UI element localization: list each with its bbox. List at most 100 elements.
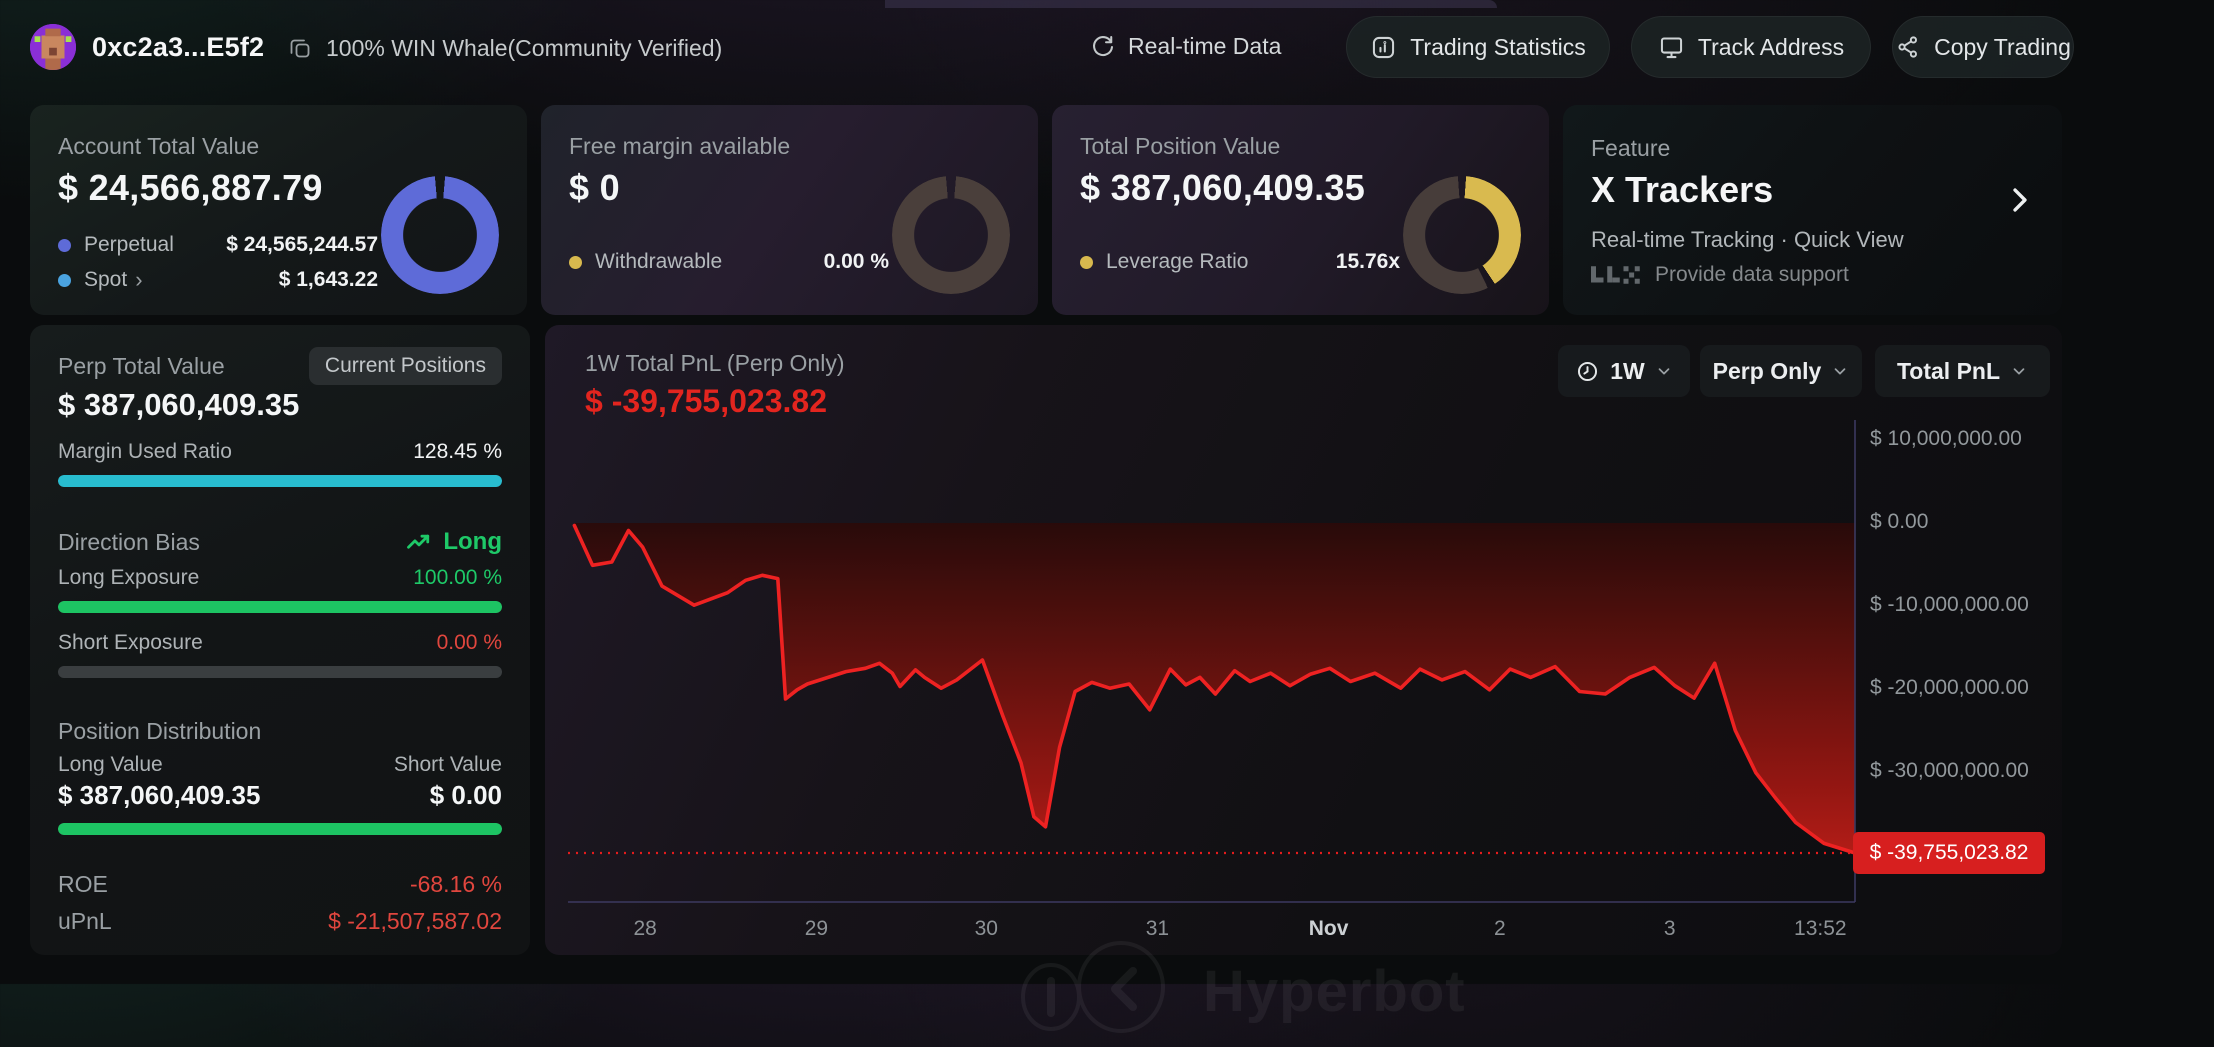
long-value: $ 387,060,409.35 (58, 780, 261, 810)
feature-title: X Trackers (1591, 169, 1774, 210)
avatar-pixel-art (30, 24, 76, 70)
trading-statistics-label: Trading Statistics (1410, 33, 1586, 60)
long-exposure-value: 100.00 % (413, 566, 502, 589)
clock-icon (1578, 361, 1598, 381)
margin-used-bar (58, 475, 502, 487)
short-exposure-label: Short Exposure (58, 631, 203, 654)
long-exposure-bar-fill (58, 601, 502, 613)
track-address-button[interactable]: Track Address (1631, 16, 1871, 78)
metric-label: Total PnL (1896, 357, 2001, 384)
refresh-icon[interactable] (1090, 34, 1116, 60)
y-axis-label: $ 10,000,000.00 (1870, 427, 2022, 450)
card-title: Free margin available (569, 133, 791, 159)
roe-label: ROE (58, 871, 108, 897)
feature-support-label: Provide data support (1655, 263, 1849, 286)
pnl-chart-card: 1W Total PnL (Perp Only) $ -39,755,023.8… (545, 325, 2062, 1033)
perp-total-value: $ 387,060,409.35 (58, 387, 300, 422)
account-total-value-card: Account Total Value $ 24,566,887.79 Perp… (30, 105, 527, 315)
long-exposure-bar (58, 601, 502, 613)
metric-dropdown[interactable]: Total PnL (1875, 345, 2050, 397)
withdrawable-label: Withdrawable (595, 250, 723, 273)
free-margin-value: $ 0 (569, 167, 620, 208)
share-icon (1898, 36, 1918, 58)
margin-used-bar-fill (58, 475, 502, 487)
account-donut-chart (381, 176, 499, 294)
chevron-down-icon (1658, 368, 1670, 375)
current-pnl-badge: $ -39,755,023.82 (1853, 832, 2045, 874)
feature-subtitle: Real-time Tracking · Quick View (1591, 227, 1904, 252)
account-total-value: $ 24,566,887.79 (58, 167, 323, 208)
chevron-right-icon[interactable] (2003, 183, 2037, 217)
x-axis-label: 28 (633, 917, 657, 940)
timeframe-label: 1W (1610, 357, 1645, 384)
card-title: Account Total Value (58, 133, 260, 159)
current-positions-badge[interactable]: Current Positions (308, 347, 502, 385)
trend-up-icon (407, 534, 430, 549)
leverage-value: 15.76x (1335, 250, 1400, 273)
pnl-area-chart[interactable] (545, 325, 2062, 955)
free-margin-card: Free margin available $ 0 Withdrawable 0… (541, 105, 1038, 315)
watermark-text: Hyperbot (1203, 958, 1466, 1024)
pnl-line (572, 523, 1857, 855)
copy-address-icon[interactable] (288, 36, 312, 60)
leverage-label: Leverage Ratio (1106, 250, 1249, 273)
perp-title: Perp Total Value (58, 352, 225, 379)
withdrawable-dot (569, 255, 582, 269)
x-axis-label: 2 (1493, 917, 1506, 940)
x-axis-label: 30 (974, 917, 998, 940)
spot-chevron-right-icon[interactable]: › (135, 267, 143, 292)
withdrawable-value: 0.00 % (823, 250, 889, 273)
total-position-value-card: Total Position Value $ 387,060,409.35 Le… (1052, 105, 1549, 315)
free-margin-donut-chart (892, 176, 1010, 294)
chevron-down-icon (1834, 368, 1846, 375)
distribution-bar (58, 823, 502, 835)
distribution-values-row: $ 387,060,409.35 $ 0.00 (58, 780, 502, 811)
scope-dropdown[interactable]: Perp Only (1700, 345, 1862, 397)
x-axis-label: Nov (1308, 917, 1349, 940)
x-trackers-feature-card[interactable]: Feature X Trackers Real-time Tracking · … (1563, 105, 2062, 315)
direction-bias-row: Direction Bias Long (58, 528, 502, 556)
short-exposure-value: 0.00 % (436, 631, 502, 654)
y-axis-label: $ -30,000,000.00 (1870, 759, 2029, 782)
timeframe-dropdown[interactable]: 1W (1558, 345, 1690, 397)
x-axis-label: 29 (804, 917, 829, 940)
trading-statistics-button[interactable]: Trading Statistics (1346, 16, 1610, 78)
leverage-dot (1080, 255, 1093, 269)
realtime-data[interactable]: Real-time Data (1090, 33, 1281, 60)
legend-leverage: Leverage Ratio 15.76x (1080, 250, 1400, 274)
upnl-value: $ -21,507,587.02 (328, 908, 502, 934)
perpetual-label: Perpetual (84, 233, 174, 256)
feature-eyebrow: Feature (1591, 135, 1671, 161)
short-exposure-bar (58, 666, 502, 678)
copy-trading-button[interactable]: Copy Trading (1892, 16, 2074, 78)
direction-bias-value: Long (443, 528, 502, 555)
card-title: Total Position Value (1080, 133, 1281, 159)
wallet-address: 0xc2a3...E5f2 (92, 32, 265, 62)
legend-perpetual: Perpetual $ 24,565,244.57 (58, 233, 378, 257)
total-position-value: $ 387,060,409.35 (1080, 167, 1366, 208)
short-value-label: Short Value (393, 753, 502, 776)
legend-spot[interactable]: Spot › $ 1,643.22 (58, 267, 378, 293)
upnl-label: uPnL (58, 908, 112, 934)
track-address-label: Track Address (1697, 33, 1845, 60)
long-value-label: Long Value (58, 753, 163, 776)
pnl-area-fill (574, 523, 1855, 853)
distribution-labels-row: Long Value Short Value (58, 753, 502, 777)
legend-withdrawable: Withdrawable 0.00 % (569, 250, 889, 274)
margin-used-row: Margin Used Ratio 128.45 % (58, 440, 502, 464)
chevron-down-icon (2013, 368, 2025, 375)
long-exposure-label: Long Exposure (58, 566, 200, 589)
spot-label: Spot (84, 268, 128, 291)
monitor-icon (1660, 36, 1682, 58)
perpetual-dot (58, 238, 71, 252)
pixel-brand-icon (1591, 266, 1640, 284)
y-axis-label: $ -20,000,000.00 (1870, 676, 2029, 699)
avatar (30, 24, 76, 70)
spot-value: $ 1,643.22 (278, 268, 378, 291)
whale-tag: 100% WIN Whale(Community Verified) (326, 35, 723, 61)
position-distribution-title: Position Distribution (58, 718, 262, 744)
roe-value: -68.16 % (409, 871, 502, 897)
spot-dot (58, 273, 71, 287)
realtime-label: Real-time Data (1128, 33, 1282, 59)
x-axis-label: 13:52 (1794, 917, 1847, 940)
